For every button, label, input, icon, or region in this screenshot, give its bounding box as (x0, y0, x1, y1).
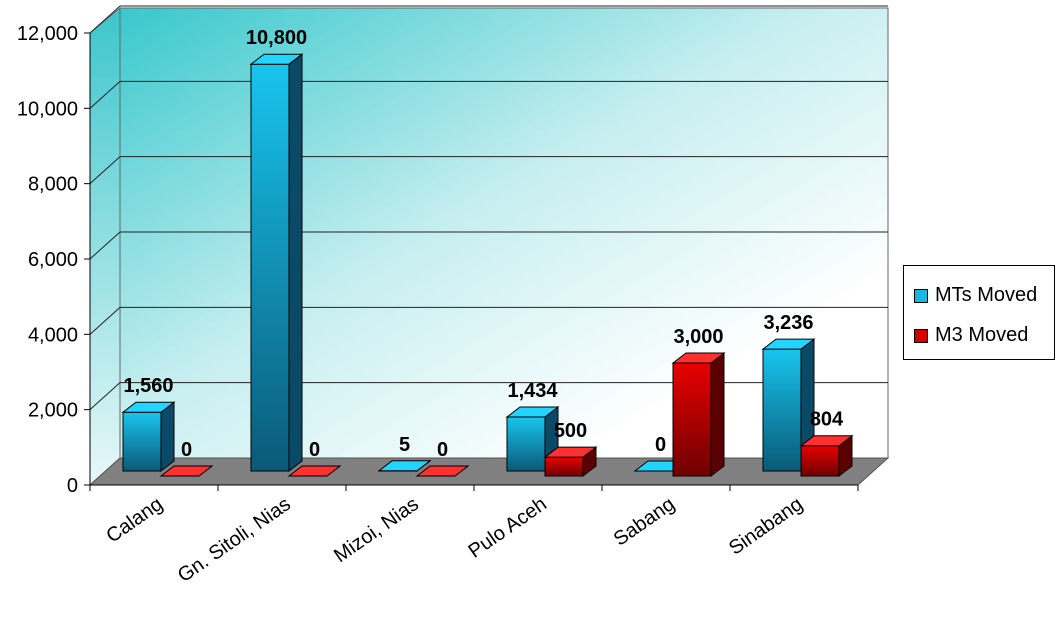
bar-top-mizoi-nias-m3-moved (415, 465, 470, 477)
legend-item-mts-moved: MTs Moved (914, 284, 1037, 307)
x-category-label-sabang: Sabang (610, 493, 679, 551)
x-category-label-calang: Calang (102, 493, 167, 547)
data-label-gn-sitoli-nias-m3-moved: 0 (309, 439, 320, 461)
legend-swatch-m3-moved (914, 328, 928, 343)
legend: MTs Moved M3 Moved (903, 265, 1055, 360)
gridline-side (89, 80, 121, 109)
bar-top-sabang-m3-moved (671, 352, 726, 364)
bar-side-gn-sitoli-nias-mts-moved (288, 53, 303, 473)
side-wall (89, 6, 121, 487)
bar-top-sinabang-m3-moved (799, 435, 854, 447)
bar-pulo-aceh-mts-moved (506, 416, 546, 472)
gridline-side (89, 306, 121, 335)
data-label-sinabang-m3-moved: 804 (810, 409, 844, 431)
bar-gn-sitoli-nias-mts-moved (250, 63, 290, 472)
data-label-calang-mts-moved: 1,560 (123, 375, 173, 397)
bar-top-sinabang-mts-moved (761, 338, 816, 350)
y-tick-label: 2,000 (28, 400, 78, 422)
bar-top-calang-mts-moved (121, 401, 176, 413)
y-tick-label: 6,000 (28, 249, 78, 271)
legend-label-mts-moved: MTs Moved (935, 284, 1038, 306)
bar-top-gn-sitoli-nias-mts-moved (249, 53, 304, 65)
y-tick-label: 0 (67, 475, 78, 497)
data-label-sabang-mts-moved: 0 (655, 434, 666, 456)
x-category-label-sinabang: Sinabang (725, 493, 807, 560)
bar-calang-mts-moved (122, 411, 162, 472)
bar-top-pulo-aceh-m3-moved (543, 446, 598, 458)
gridline-side (89, 5, 121, 34)
gridline-side (89, 231, 121, 260)
gridline-side (89, 382, 121, 411)
bar-top-pulo-aceh-mts-moved (505, 406, 560, 418)
data-label-gn-sitoli-nias-mts-moved: 10,800 (246, 27, 307, 49)
gridline-side (89, 156, 121, 185)
bar-sinabang-mts-moved (762, 348, 802, 472)
y-tick-label: 10,000 (17, 98, 78, 120)
bar-side-sabang-m3-moved (710, 351, 725, 478)
x-category-label-gn-sitoli-nias: Gn. Sitoli, Nias (174, 493, 295, 587)
data-label-sinabang-mts-moved: 3,236 (763, 312, 813, 334)
bar-top-calang-m3-moved (159, 465, 214, 477)
legend-label-m3-moved: M3 Moved (935, 324, 1029, 346)
data-label-calang-m3-moved: 0 (181, 439, 192, 461)
data-label-pulo-aceh-m3-moved: 500 (554, 420, 587, 442)
legend-item-m3-moved: M3 Moved (914, 324, 1028, 347)
y-tick-label: 4,000 (28, 324, 78, 346)
data-label-pulo-aceh-mts-moved: 1,434 (507, 380, 558, 402)
x-category-label-pulo-aceh: Pulo Aceh (464, 493, 550, 563)
data-label-sabang-m3-moved: 3,000 (673, 326, 723, 348)
bar-top-mizoi-nias-mts-moved (377, 460, 432, 472)
data-label-mizoi-nias-mts-moved: 5 (399, 434, 410, 456)
bar-side-calang-mts-moved (160, 401, 175, 473)
bar-pulo-aceh-m3-moved (544, 456, 584, 477)
y-tick-label: 12,000 (17, 23, 78, 45)
x-category-label-mizoi-nias: Mizoi, Nias (330, 493, 423, 567)
legend-swatch-mts-moved (914, 288, 928, 303)
y-tick-label: 8,000 (28, 174, 78, 196)
bar-sabang-m3-moved (672, 362, 712, 477)
bar-sinabang-m3-moved (800, 445, 840, 477)
data-label-mizoi-nias-m3-moved: 0 (437, 439, 448, 461)
bar-top-gn-sitoli-nias-m3-moved (287, 465, 342, 477)
